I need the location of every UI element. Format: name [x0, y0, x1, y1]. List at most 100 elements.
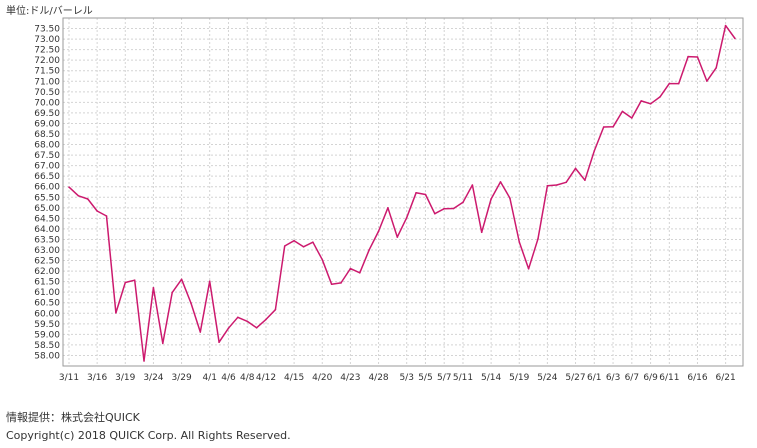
y-tick-label: 72.50 [34, 46, 60, 56]
data-point [340, 282, 342, 284]
data-point [293, 239, 295, 242]
x-tick-label: 6/1 [587, 373, 601, 383]
y-tick-label: 61.00 [34, 288, 60, 298]
y-tick-label: 58.50 [34, 341, 60, 351]
data-point [330, 283, 333, 285]
data-point [68, 186, 70, 188]
data-point [283, 245, 286, 247]
data-point [180, 278, 183, 281]
data-point [612, 126, 614, 128]
data-point [358, 271, 361, 274]
data-point [218, 341, 220, 343]
plot-frame [62, 17, 744, 367]
y-tick-label: 67.00 [34, 162, 60, 172]
data-point [640, 100, 642, 102]
y-tick-label: 70.50 [34, 88, 60, 98]
y-tick-label: 68.00 [34, 141, 60, 151]
data-point [593, 150, 596, 152]
x-tick-label: 5/24 [537, 373, 557, 383]
y-tick-label: 67.50 [34, 151, 60, 161]
data-point [509, 197, 511, 199]
unit-label: 単位:ドル/バーレル [6, 4, 93, 17]
x-tick-label: 4/28 [368, 373, 388, 383]
x-tick-label: 4/15 [284, 373, 304, 383]
data-point [115, 312, 117, 314]
source-credit: 情報提供：株式会社QUICK [6, 411, 140, 424]
y-axis: 58.0058.5059.0059.5060.0060.5061.0061.50… [34, 25, 60, 362]
y-tick-label: 69.00 [34, 119, 60, 129]
data-point [162, 342, 164, 345]
y-tick-label: 72.00 [34, 56, 60, 66]
data-point [349, 267, 352, 270]
data-point [546, 184, 549, 187]
data-point [602, 126, 605, 128]
data-point [687, 55, 689, 58]
y-tick-label: 66.50 [34, 172, 60, 182]
y-tick-label: 60.50 [34, 299, 60, 309]
x-tick-label: 6/16 [687, 373, 707, 383]
data-point [302, 246, 305, 248]
x-tick-label: 6/7 [625, 373, 639, 383]
data-point [480, 231, 483, 234]
data-point [434, 212, 436, 215]
x-tick-label: 6/11 [659, 373, 679, 383]
y-tick-label: 63.50 [34, 235, 60, 245]
data-point [387, 207, 389, 209]
data-point [668, 82, 671, 85]
data-point [321, 258, 324, 261]
copyright-notice: Copyright(c) 2018 QUICK Corp. All Rights… [6, 429, 291, 442]
data-point [490, 198, 492, 200]
x-tick-label: 5/7 [437, 373, 451, 383]
x-tick-label: 5/3 [399, 373, 413, 383]
data-point [724, 24, 727, 27]
data-point [105, 215, 108, 217]
data-point [621, 110, 624, 113]
data-point [190, 302, 192, 304]
x-tick-label: 4/1 [202, 373, 216, 383]
data-point [537, 238, 539, 240]
data-point [237, 316, 239, 319]
y-tick-label: 63.00 [34, 246, 60, 256]
y-tick-label: 62.00 [34, 267, 60, 277]
y-tick-label: 70.00 [34, 98, 60, 108]
x-tick-label: 6/9 [643, 373, 658, 383]
x-tick-label: 4/23 [340, 373, 360, 383]
y-tick-label: 69.50 [34, 109, 60, 119]
data-point [405, 216, 408, 219]
data-point [199, 331, 202, 333]
data-point [452, 207, 455, 210]
data-point [208, 280, 211, 283]
data-point [312, 241, 314, 243]
x-tick-label: 5/19 [509, 373, 529, 383]
x-axis: 3/11 3/16 3/19 3/24 3/29 4/1 4/6 4/8 4/12 4/15 4/2… [59, 373, 736, 383]
data-point [171, 291, 173, 294]
data-point [443, 207, 446, 210]
y-tick-label: 65.50 [34, 193, 60, 203]
series-group [68, 24, 736, 362]
y-tick-label: 71.00 [34, 77, 60, 87]
data-point [246, 320, 249, 323]
data-point [396, 236, 399, 238]
x-tick-label: 6/3 [606, 373, 620, 383]
data-point [462, 201, 464, 204]
x-tick-label: 4/8 [240, 373, 255, 383]
data-point [527, 267, 530, 270]
x-tick-label: 5/11 [453, 373, 473, 383]
data-point [86, 198, 89, 200]
x-tick-label: 5/27 [565, 373, 585, 383]
y-tick-label: 58.00 [34, 351, 60, 361]
data-point [133, 279, 136, 281]
grid [63, 18, 743, 366]
y-tick-label: 71.50 [34, 67, 60, 77]
data-point [227, 327, 230, 330]
data-point [696, 56, 699, 58]
y-tick-label: 73.00 [34, 35, 60, 45]
series-line [68, 24, 736, 362]
data-point [274, 308, 277, 311]
y-tick-label: 66.00 [34, 183, 60, 193]
x-tick-label: 3/19 [115, 373, 135, 383]
data-point [565, 181, 567, 184]
x-tick-label: 6/21 [716, 373, 736, 383]
x-tick-label: 3/16 [87, 373, 107, 383]
y-tick-label: 65.00 [34, 204, 60, 214]
